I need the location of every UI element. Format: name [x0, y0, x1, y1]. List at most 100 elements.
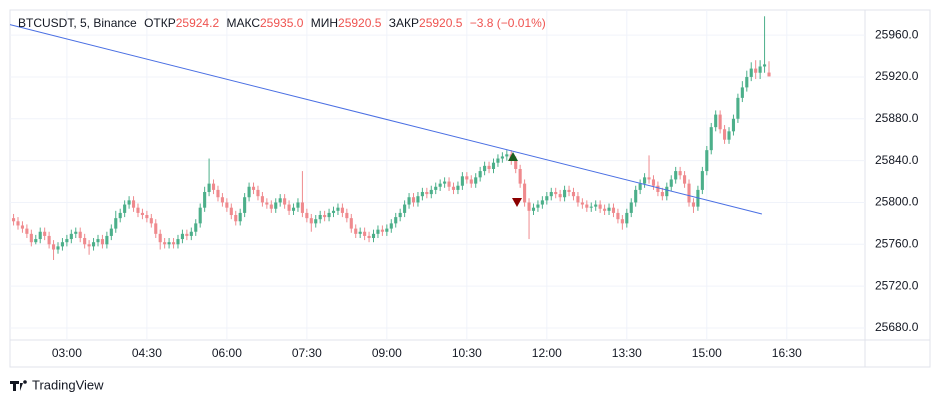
candle-body	[540, 200, 544, 205]
candle-body	[718, 114, 722, 130]
candle-body	[465, 176, 469, 180]
candle-body	[496, 158, 500, 163]
y-tick-label: 25840.0	[875, 153, 919, 167]
candle-body	[109, 228, 113, 236]
candle-body	[607, 207, 611, 211]
candle-body	[305, 212, 309, 219]
candle-body	[487, 165, 491, 169]
x-tick-label: 03:00	[52, 346, 82, 360]
candle-body	[291, 207, 296, 211]
value: 25924.2	[176, 16, 220, 30]
candle-body	[434, 186, 438, 190]
candle-body	[625, 212, 629, 224]
candle-body	[131, 200, 136, 208]
brand: TradingView	[32, 377, 104, 392]
candle-body	[238, 212, 242, 222]
candle-body	[536, 204, 540, 208]
candle-body	[314, 219, 318, 224]
label: МАКС	[226, 16, 260, 30]
candle-body	[554, 191, 558, 195]
candle-body	[363, 231, 367, 236]
candle-body	[523, 183, 527, 203]
candle-body	[171, 242, 176, 245]
candle-body	[220, 197, 224, 203]
x-tick-label: 07:30	[292, 346, 322, 360]
candle-body	[678, 171, 682, 176]
candle-body	[474, 177, 478, 184]
x-tick-label: 15:00	[692, 346, 722, 360]
candle-body	[336, 207, 340, 211]
candle-body	[100, 239, 104, 245]
candle-body	[740, 87, 744, 98]
legend-header: BTCUSDT, 5, Binance ОТКР25924.2 МАКС2593…	[18, 16, 546, 30]
candle-body	[140, 212, 144, 216]
logo-dot	[23, 380, 27, 384]
candle-body	[411, 197, 416, 203]
candle-body	[483, 165, 487, 172]
candle-body	[518, 168, 522, 184]
candle-body	[260, 196, 264, 203]
y-tick-label: 25920.0	[875, 69, 919, 83]
candle-body	[643, 177, 647, 184]
candle-body	[585, 204, 589, 208]
y-tick-label: 25680.0	[875, 320, 919, 334]
candle-body	[211, 183, 216, 190]
candle-body	[634, 189, 638, 203]
candle-body	[491, 162, 496, 169]
candle-body	[745, 76, 749, 88]
candle-body	[127, 200, 131, 205]
y-tick-label: 25800.0	[875, 195, 919, 209]
candle-body	[723, 129, 727, 140]
candle-body	[416, 196, 420, 203]
candle-body	[358, 231, 362, 234]
candle-body	[425, 191, 429, 195]
candle-body	[145, 215, 149, 219]
candle-body	[105, 235, 109, 245]
candle-body	[78, 231, 82, 239]
candle-body	[194, 223, 198, 232]
buy-marker	[508, 152, 518, 161]
candle-body	[25, 228, 29, 234]
candle-body	[567, 189, 571, 192]
candle-body	[154, 223, 158, 234]
candle-body	[309, 218, 313, 224]
candle-body	[167, 242, 171, 245]
candle-body	[114, 218, 118, 229]
candle-body	[665, 186, 669, 197]
candle-body	[545, 196, 549, 201]
x-tick-label: 06:00	[212, 346, 242, 360]
candle-body	[367, 235, 371, 239]
candle-body	[656, 185, 660, 192]
logo[interactable]: TradingView	[10, 377, 104, 392]
candle-body	[420, 191, 424, 197]
candle-body	[438, 183, 442, 187]
candle-body	[296, 202, 300, 208]
candle-body	[514, 160, 518, 169]
candle-body	[478, 171, 482, 178]
y-tick-label: 25760.0	[875, 236, 919, 250]
candle-body	[198, 207, 202, 224]
candle-body	[456, 185, 460, 190]
candle-body	[74, 231, 78, 234]
candle-body	[687, 183, 691, 203]
candle-body	[340, 207, 344, 213]
candle-body	[60, 242, 64, 247]
x-tick-label: 04:30	[132, 346, 162, 360]
candle-body	[749, 68, 753, 77]
candle-body	[603, 208, 607, 211]
candle-body	[629, 202, 633, 213]
candle-body	[429, 189, 433, 195]
x-tick-label: 13:30	[612, 346, 642, 360]
trend-line	[9, 24, 763, 215]
candle-body	[349, 218, 353, 229]
candle-body	[345, 212, 349, 219]
candle-body	[709, 127, 713, 151]
candle-body	[451, 186, 456, 190]
candle-body	[43, 231, 47, 236]
y-tick-label: 25720.0	[875, 278, 919, 292]
candle-body	[229, 207, 233, 216]
candle-body	[580, 202, 584, 205]
candle-body	[149, 218, 153, 224]
candle-body	[714, 114, 718, 128]
